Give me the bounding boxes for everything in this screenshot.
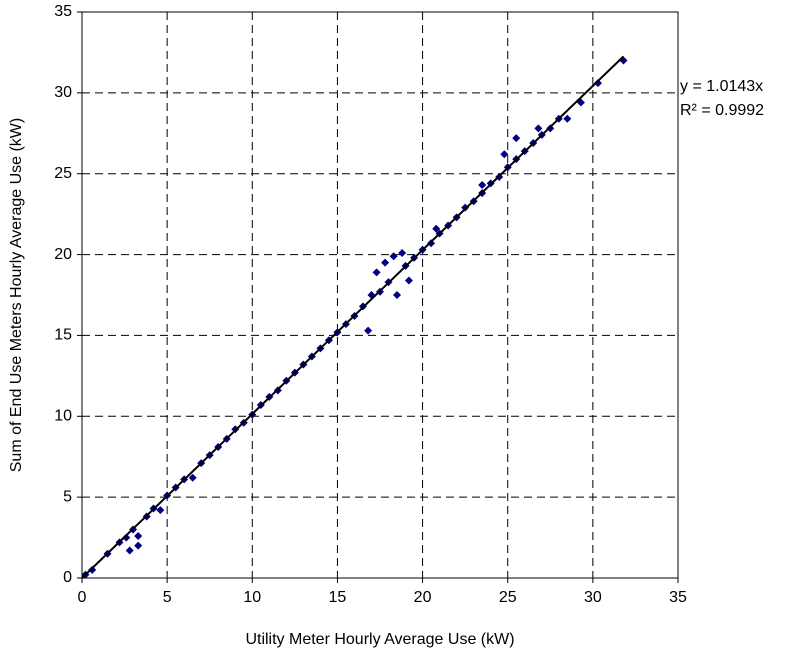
y-axis-label: Sum of End Use Meters Hourly Average Use…: [8, 118, 25, 473]
data-point: [88, 565, 97, 574]
x-tick-label: 5: [163, 589, 172, 606]
data-point: [512, 134, 521, 143]
trend-r2: R² = 0.9992: [680, 102, 764, 119]
x-tick-label: 30: [584, 589, 602, 606]
trend-equation: y = 1.0143x: [680, 78, 763, 95]
y-tick-label: 15: [54, 327, 72, 344]
data-point: [134, 531, 143, 540]
y-tick-label: 0: [63, 569, 72, 586]
x-tick-label: 20: [414, 589, 432, 606]
data-point: [372, 268, 381, 277]
data-point: [500, 150, 509, 159]
data-point: [427, 239, 436, 248]
y-tick-label: 30: [54, 84, 72, 101]
data-point: [188, 473, 197, 482]
data-point: [389, 252, 398, 261]
data-point: [134, 541, 143, 550]
data-point: [122, 533, 131, 542]
plot-border: [81, 11, 679, 579]
data-point: [125, 546, 134, 555]
x-tick-label: 0: [78, 589, 87, 606]
y-tick-label: 5: [63, 488, 72, 505]
data-point: [534, 124, 543, 133]
data-point: [478, 181, 487, 190]
data-point: [364, 326, 373, 335]
data-point: [546, 124, 555, 133]
y-tick-label: 10: [54, 408, 72, 425]
x-tick-label: 15: [329, 589, 347, 606]
data-point: [156, 506, 165, 515]
x-axis-label: Utility Meter Hourly Average Use (kW): [245, 631, 514, 648]
data-point: [563, 114, 572, 123]
y-tick-label: 35: [54, 3, 72, 20]
y-tick-label: 25: [54, 165, 72, 182]
trendline: [81, 55, 625, 579]
x-tick-label: 35: [669, 589, 687, 606]
y-tick-label: 20: [54, 246, 72, 263]
x-tick-label: 25: [499, 589, 517, 606]
data-point: [404, 276, 413, 285]
data-point: [593, 79, 602, 88]
data-point: [381, 258, 390, 267]
data-point: [393, 291, 402, 299]
x-tick-label: 10: [243, 589, 261, 606]
data-point: [432, 224, 441, 233]
data-point: [398, 248, 407, 257]
